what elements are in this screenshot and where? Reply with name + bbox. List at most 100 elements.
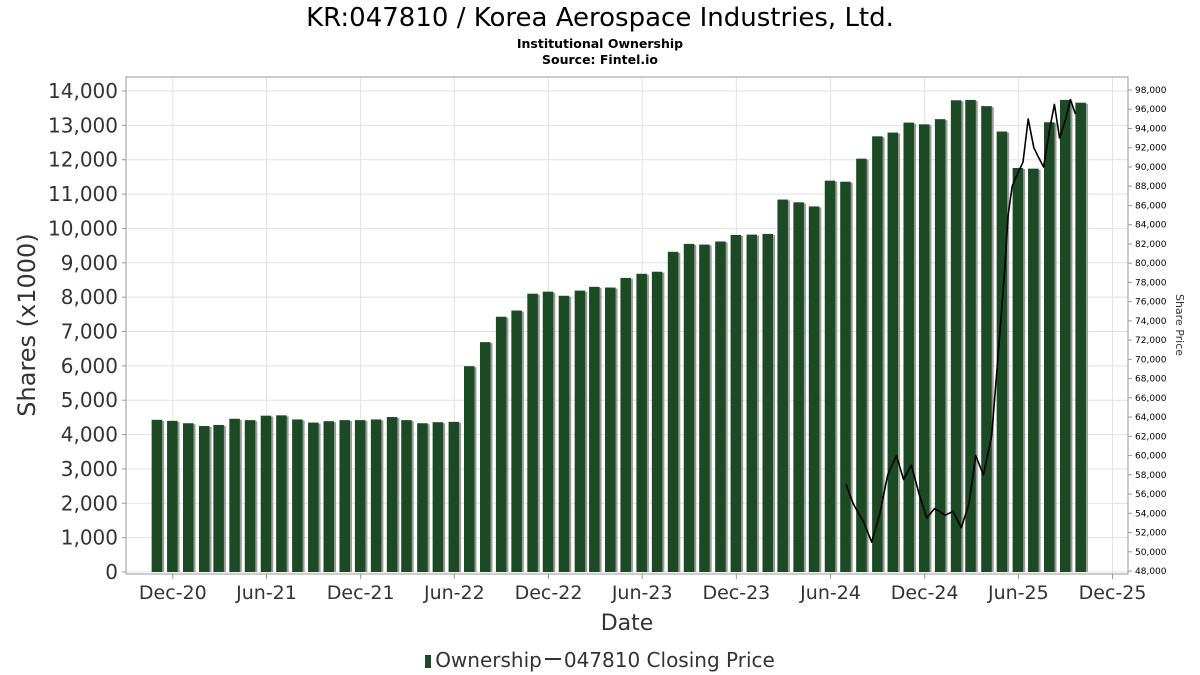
ownership-bar (527, 293, 538, 572)
ownership-bar (495, 316, 507, 572)
left-tick-label: 13,000 (48, 113, 118, 137)
y-axis-label: Shares (x1000) (13, 233, 41, 416)
ownership-bar (746, 234, 758, 573)
ownership-bar (260, 415, 272, 572)
ownership-bar (950, 100, 962, 572)
ownership-bar (715, 241, 726, 573)
right-tick-label: 50,000 (1135, 548, 1167, 558)
ownership-bar (574, 290, 586, 572)
right-tick-label: 70,000 (1135, 355, 1167, 365)
ownership-bar (558, 295, 570, 572)
ownership-bar (605, 287, 616, 572)
ownership-bar (183, 423, 194, 572)
right-tick-label: 92,000 (1135, 144, 1167, 154)
left-tick-label: 14,000 (48, 79, 118, 103)
ownership-bar (730, 234, 742, 572)
right-tick-label: 78,000 (1135, 278, 1167, 288)
right-tick-label: 86,000 (1135, 201, 1167, 211)
ownership-bar (167, 420, 178, 572)
left-tick-label: 3,000 (61, 457, 118, 481)
ownership-bar (1059, 99, 1071, 573)
ownership-bar (1012, 167, 1024, 572)
right-tick-label: 80,000 (1135, 259, 1167, 269)
x-tick-label: Dec-25 (1079, 582, 1147, 604)
x-tick-label: Dec-20 (139, 582, 207, 604)
legend-ownership-swatch (425, 655, 432, 668)
ownership-bar (824, 180, 836, 573)
ownership-bar (542, 291, 554, 572)
ownership-bar (292, 419, 303, 572)
ownership-bar (448, 421, 460, 572)
right-tick-label: 98,000 (1135, 86, 1167, 96)
ownership-bar (323, 421, 335, 572)
ownership-bar (872, 136, 883, 572)
legend-price-swatch (544, 658, 561, 660)
right-tick-label: 48,000 (1135, 567, 1167, 577)
x-tick-label: Dec-23 (702, 582, 770, 604)
chart-title: KR:047810 / Korea Aerospace Industries, … (306, 3, 894, 33)
ownership-bar (1075, 102, 1086, 573)
left-tick-label: 8,000 (61, 285, 118, 309)
right-tick-label: 68,000 (1135, 375, 1167, 385)
left-tick-label: 12,000 (48, 148, 118, 172)
ownership-bar (479, 342, 491, 572)
right-tick-label: 64,000 (1135, 413, 1167, 423)
legend-ownership-label: Ownership (435, 648, 542, 672)
ownership-bar (667, 251, 679, 573)
price-line-group (845, 98, 1077, 543)
ownership-bar (511, 310, 522, 572)
ownership-bar (417, 423, 428, 572)
left-tick-label: 11,000 (48, 182, 118, 206)
right-tick-label: 66,000 (1135, 394, 1167, 404)
ownership-bar (1028, 168, 1039, 572)
x-tick-label: Jun-25 (987, 582, 1049, 604)
chart-source: Source: Fintel.io (542, 52, 658, 67)
ownership-bar (589, 286, 600, 572)
right-tick-label: 60,000 (1135, 452, 1167, 462)
ownership-bar (996, 131, 1008, 573)
right-tick-label: 88,000 (1135, 182, 1167, 192)
right-tick-label: 76,000 (1135, 298, 1167, 308)
x-tick-label: Dec-22 (515, 582, 583, 604)
right-tick-label: 74,000 (1135, 317, 1167, 327)
ownership-bar (840, 181, 851, 572)
right-tick-label: 72,000 (1135, 336, 1167, 346)
ownership-bar (762, 233, 773, 572)
ownership-bar (934, 119, 946, 573)
right-tick-label: 52,000 (1135, 529, 1167, 539)
ownership-bar (276, 415, 287, 572)
x-tick-label: Jun-24 (799, 582, 861, 604)
x-axis-label: Date (601, 611, 654, 636)
ownership-bar (213, 424, 224, 572)
y-axis-label-right: Share Price (1173, 294, 1186, 356)
x-tick-label: Jun-22 (423, 582, 485, 604)
ownership-bar (903, 122, 915, 573)
ownership-bar (339, 420, 350, 572)
plot-border (125, 76, 1129, 575)
right-tick-label: 54,000 (1135, 509, 1167, 519)
right-tick-label: 56,000 (1135, 490, 1167, 500)
left-axis: 0 1,000 2,000 3,000 4,000 5,000 6,000 7,000 8,00… (48, 79, 126, 584)
right-tick-label: 82,000 (1135, 240, 1167, 250)
ownership-bar (198, 425, 210, 572)
right-tick-label: 62,000 (1135, 432, 1167, 442)
chart-subtitle: Institutional Ownership (516, 36, 684, 51)
legend-price-label: 047810 Closing Price (563, 648, 775, 672)
left-tick-label: 10,000 (48, 216, 118, 240)
ownership-bar (244, 420, 256, 572)
x-tick-label: Dec-24 (891, 582, 959, 604)
ownership-bar (808, 206, 820, 572)
ownership-bar (918, 124, 930, 572)
right-axis: 48,000 50,000 52,000 54,000 56,000 58,000 60,0… (1128, 86, 1167, 577)
left-tick-label: 0 (105, 560, 118, 584)
ownership-bar (229, 418, 240, 572)
x-tick-label: Dec-21 (327, 582, 395, 604)
ownership-bar (401, 420, 412, 572)
right-tick-label: 84,000 (1135, 221, 1167, 231)
ownership-bar (432, 422, 444, 572)
ownership-bar (699, 244, 710, 572)
ownership-bar (683, 243, 695, 572)
ownership-bars (151, 99, 1088, 573)
ownership-bar (620, 277, 631, 572)
ownership-bar (370, 419, 382, 572)
